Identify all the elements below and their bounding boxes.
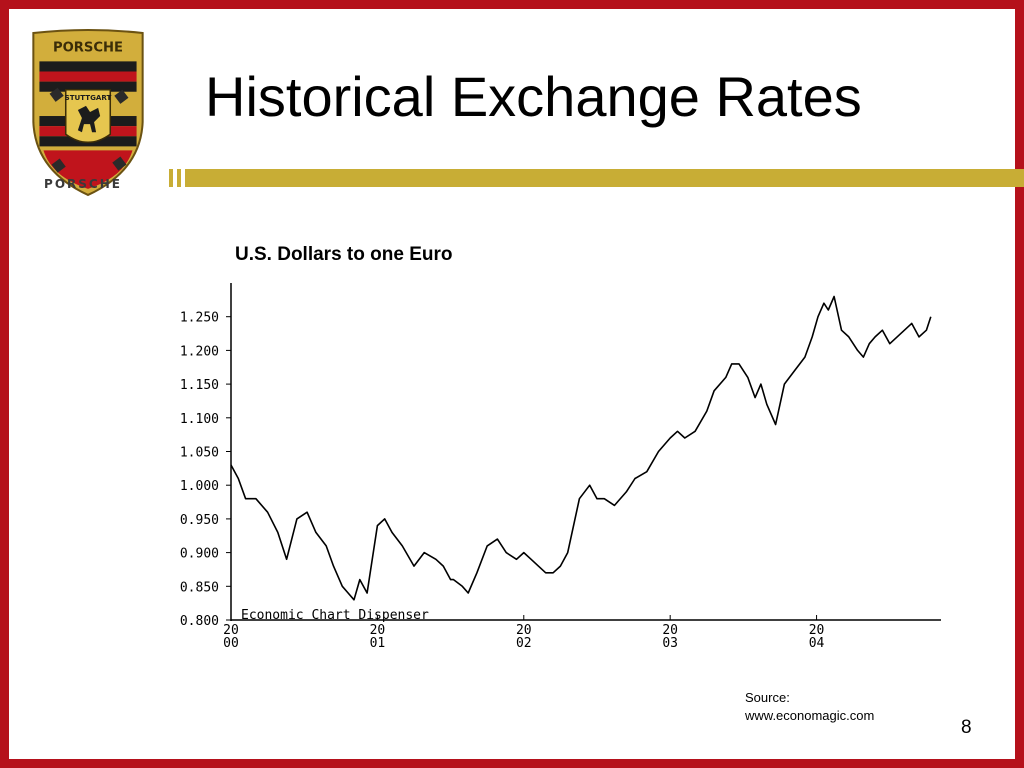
source-url: www.economagic.com: [745, 707, 875, 723]
source-note: Source: www.economagic.com: [745, 689, 945, 724]
y-tick-label: 1.100: [180, 412, 219, 427]
y-tick-label: 0.850: [180, 580, 219, 595]
x-tick-label-bottom: 03: [662, 636, 678, 651]
y-tick-label: 0.800: [180, 614, 219, 629]
y-tick-label: 1.250: [180, 311, 219, 326]
usd-per-euro-series-line: [230, 295, 932, 601]
x-tick-label-bottom: 00: [223, 636, 239, 651]
y-tick-label: 0.950: [180, 513, 219, 528]
y-axis-ticks: 0.800 0.850 0.900 0.950 1.000 1.050 1.100 1.150…: [180, 311, 231, 629]
y-tick-label: 1.200: [180, 344, 219, 359]
x-tick-label-top: 20: [370, 623, 386, 638]
y-tick-label: 0.900: [180, 547, 219, 562]
x-tick-label-bottom: 04: [809, 636, 825, 651]
y-tick-label: 1.050: [180, 446, 219, 461]
x-tick-label-top: 20: [809, 623, 825, 638]
chart-watermark: Economic Chart Dispenser: [241, 608, 429, 623]
slide-title: Historical Exchange Rates: [205, 65, 862, 128]
exchange-rate-chart: U.S. Dollars to one Euro 0.800 0.850 0.900…: [180, 244, 941, 651]
y-tick-label: 1.000: [180, 479, 219, 494]
crest-city-text: STUTTGART: [65, 93, 112, 102]
x-tick-label-top: 20: [516, 623, 532, 638]
x-tick-label-top: 20: [662, 623, 678, 638]
y-tick-label: 1.150: [180, 378, 219, 393]
chart-title: U.S. Dollars to one Euro: [235, 244, 452, 265]
x-tick-label-top: 20: [223, 623, 239, 638]
page-number: 8: [961, 717, 972, 738]
x-tick-label-bottom: 01: [370, 636, 386, 651]
porsche-crest-icon: PORSCHE STUTTGART: [32, 29, 144, 197]
crest-header-text: PORSCHE: [53, 40, 123, 55]
x-tick-label-bottom: 02: [516, 636, 532, 651]
brand-wordmark: PORSCHE: [44, 177, 122, 191]
title-accent-bar: [169, 169, 1024, 187]
source-label: Source:: [745, 690, 790, 705]
